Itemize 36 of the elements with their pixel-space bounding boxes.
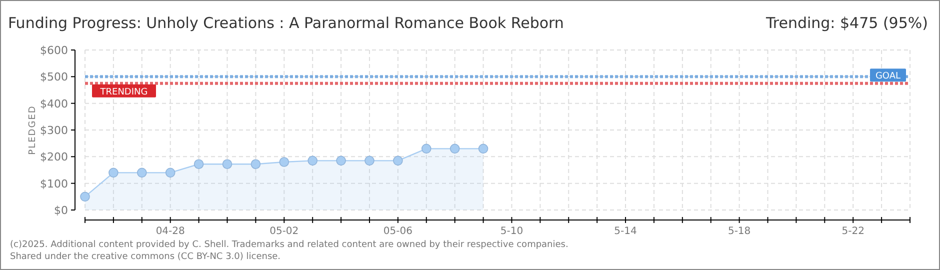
- point: [421, 144, 432, 154]
- y-tick-label: $100: [40, 177, 68, 190]
- point: [364, 156, 374, 166]
- text: Shared under the creative commons (CC BY-NC 3.0) license.: [10, 252, 281, 262]
- point: [222, 159, 232, 170]
- x-tick-label: 05-02: [270, 226, 299, 237]
- point: [336, 156, 346, 166]
- y-tick-label: $300: [40, 124, 68, 137]
- x-tick-label: 05-06: [383, 226, 412, 237]
- point: [393, 156, 403, 166]
- point: [165, 168, 176, 178]
- x-tick-label: 5-14: [614, 226, 637, 237]
- y-tick-label: $0: [54, 204, 68, 217]
- text: (c)2025. Additional content provided by C. Shell. Trademarks and related content are owned by their respective companies.: [10, 240, 568, 250]
- chart-subtitle: Trending: $475 (95%): [764, 14, 928, 32]
- y-tick-label: $500: [40, 70, 68, 84]
- point: [194, 159, 204, 170]
- x-tick-label: 5-22: [842, 226, 864, 237]
- x-tick-label: 04-28: [156, 226, 185, 237]
- point: [450, 144, 460, 154]
- point: [250, 159, 261, 170]
- x-tick-label: 5-10: [500, 226, 524, 237]
- y-tick-label: $600: [40, 44, 68, 57]
- point: [279, 157, 290, 167]
- y-tick-label: $200: [40, 150, 68, 164]
- point: [478, 144, 488, 154]
- point: [136, 168, 147, 178]
- x-tick-label: 5-18: [728, 226, 751, 237]
- point: [108, 168, 118, 178]
- y-axis-title: PLEDGED: [28, 105, 38, 155]
- ref-line-label: GOAL: [875, 72, 901, 82]
- point: [308, 156, 318, 166]
- point: [80, 192, 90, 202]
- chart-title: Funding Progress: Unholy Creations : A Paranormal Romance Book Reborn: [8, 14, 564, 32]
- y-tick-label: $400: [40, 97, 68, 110]
- ref-line-label: TRENDING: [99, 87, 148, 98]
